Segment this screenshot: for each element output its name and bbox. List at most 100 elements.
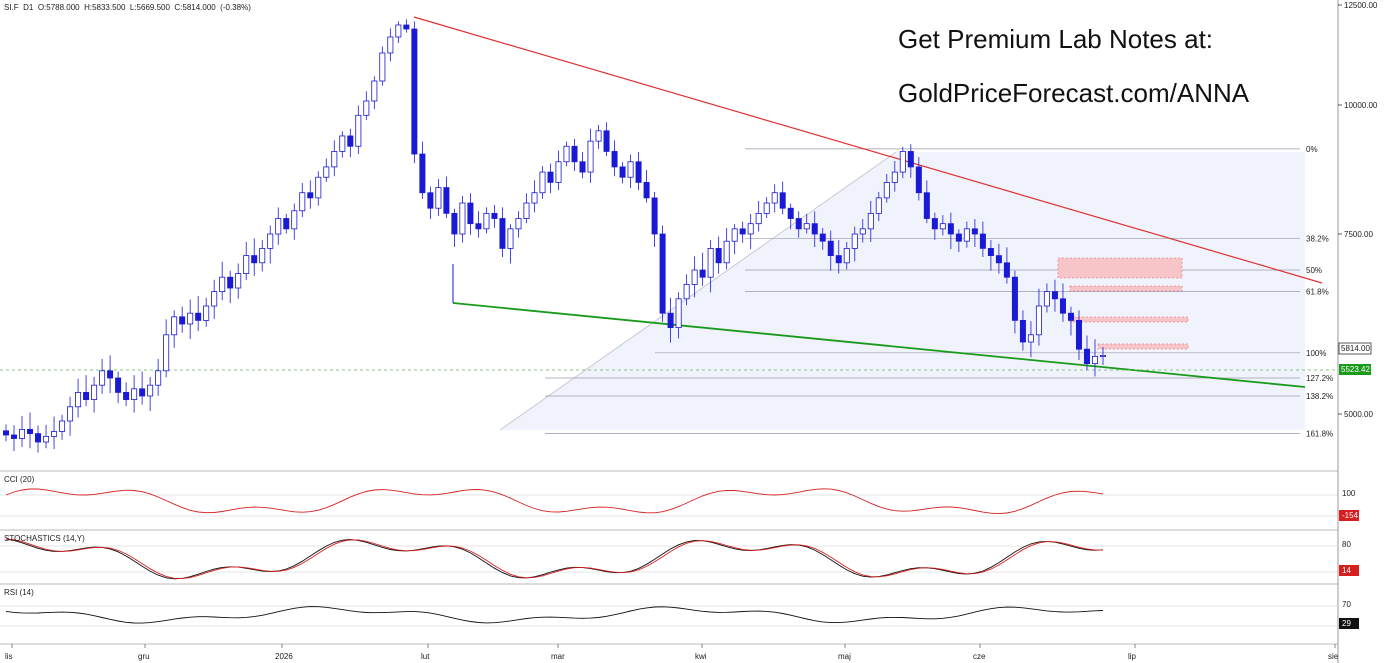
- candle-body: [59, 420, 66, 432]
- candle-body: [435, 187, 442, 209]
- candle-body: [339, 135, 346, 152]
- last-price-label: 5814.00: [1341, 344, 1370, 353]
- x-tick-label: gru: [138, 652, 150, 661]
- candle-body: [1067, 312, 1074, 321]
- candle-body: [947, 223, 954, 235]
- candle-body: [731, 228, 738, 242]
- candle-body: [507, 228, 514, 249]
- candle-body: [915, 166, 922, 194]
- candle-body: [491, 212, 498, 219]
- candle-body: [179, 316, 186, 325]
- candle-body: [987, 247, 994, 256]
- candle-body: [579, 161, 586, 173]
- fib-level-label: 38.2%: [1306, 234, 1329, 243]
- candle-body: [259, 247, 266, 264]
- candle-body: [187, 312, 194, 325]
- candle-body: [763, 202, 770, 214]
- x-tick-label: lip: [1128, 652, 1137, 661]
- x-tick-label: lis: [5, 652, 13, 661]
- candle-body: [667, 312, 674, 329]
- candle-body: [355, 114, 362, 147]
- fib-diagonal: [499, 151, 897, 431]
- candle-body: [331, 151, 338, 168]
- y-tick-label: 7500.00: [1344, 230, 1373, 239]
- support-line: [452, 302, 1306, 388]
- candle-body: [251, 255, 258, 264]
- oscillator-value-box: [1339, 565, 1359, 576]
- candle-body: [859, 228, 866, 235]
- candle-body: [139, 388, 146, 397]
- candle-body: [91, 384, 98, 401]
- fib-level-label: 138.2%: [1306, 392, 1333, 401]
- chart-header: SI.F D1 O:5788.000 H:5833.500 L:5669.500…: [4, 3, 251, 12]
- candle-body: [499, 218, 506, 249]
- y-tick-label: 12500.00: [1344, 1, 1378, 10]
- resistance-line: [413, 16, 1323, 284]
- candle-body: [547, 171, 554, 183]
- fib-level-label: 100%: [1306, 349, 1326, 358]
- candle-body: [795, 218, 802, 230]
- promo-link[interactable]: GoldPriceForecast.com/ANNA: [898, 78, 1250, 108]
- cci-label: CCI (20): [4, 475, 35, 484]
- candle-body: [587, 140, 594, 173]
- candle-body: [843, 247, 850, 264]
- fib-level-label: 61.8%: [1306, 288, 1329, 297]
- x-tick-label: sie: [1328, 652, 1339, 661]
- candle-body: [659, 233, 666, 314]
- candle-body: [1019, 319, 1026, 343]
- stochastics-d-line: [5, 538, 1104, 580]
- fib-level-label: 161.8%: [1306, 430, 1333, 439]
- candle-body: [315, 176, 322, 199]
- oscillator-tick-label: 80: [1342, 540, 1351, 549]
- candle-body: [275, 218, 282, 235]
- candle-body: [523, 202, 530, 219]
- candle-body: [1100, 354, 1107, 357]
- candle-body: [803, 223, 810, 230]
- candle-body: [387, 36, 394, 54]
- candle-body: [715, 247, 722, 264]
- candle-body: [819, 233, 826, 242]
- y-tick-label: 10000.00: [1344, 101, 1378, 110]
- candle-body: [979, 233, 986, 249]
- candle-body: [1083, 348, 1090, 365]
- candle-body: [475, 223, 482, 230]
- candle-body: [83, 391, 90, 400]
- candle-body: [939, 223, 946, 230]
- candle-body: [51, 431, 58, 437]
- candle-body: [651, 197, 658, 235]
- candle-body: [1091, 355, 1098, 364]
- resistance-zone-4: [1097, 343, 1189, 350]
- candle-body: [635, 161, 642, 183]
- candle-body: [27, 428, 34, 434]
- candle-body: [411, 28, 418, 155]
- candle-body: [739, 228, 746, 235]
- fib-level-label: 127.2%: [1306, 374, 1333, 383]
- candle-body: [1051, 291, 1058, 300]
- candle-body: [899, 151, 906, 173]
- candle-body: [211, 291, 218, 307]
- oscillator-tick-label: 29: [1342, 619, 1351, 628]
- cci-line: [5, 488, 1104, 515]
- candle-body: [107, 370, 114, 379]
- resistance-zone-3: [1069, 316, 1189, 323]
- candle-body: [131, 388, 138, 400]
- candle-body: [883, 181, 890, 199]
- candle-body: [611, 151, 618, 168]
- rsi-line: [5, 606, 1104, 624]
- stochastics-k-line: [5, 538, 1104, 580]
- x-tick-label: 2026: [275, 652, 293, 661]
- oscillator-tick-label: 14: [1342, 566, 1351, 575]
- candle-body: [115, 377, 122, 393]
- candle-body: [515, 218, 522, 230]
- oscillator-tick-label: 100: [1342, 489, 1356, 498]
- symbol: SI.F: [4, 3, 19, 12]
- candles: [3, 19, 1107, 453]
- candle-body: [11, 434, 18, 439]
- candle-body: [875, 197, 882, 214]
- candle-body: [683, 283, 690, 300]
- candle-body: [419, 153, 426, 194]
- candle-body: [195, 312, 202, 321]
- candle-body: [1027, 334, 1034, 343]
- candle-body: [203, 305, 210, 321]
- candle-body: [163, 334, 170, 372]
